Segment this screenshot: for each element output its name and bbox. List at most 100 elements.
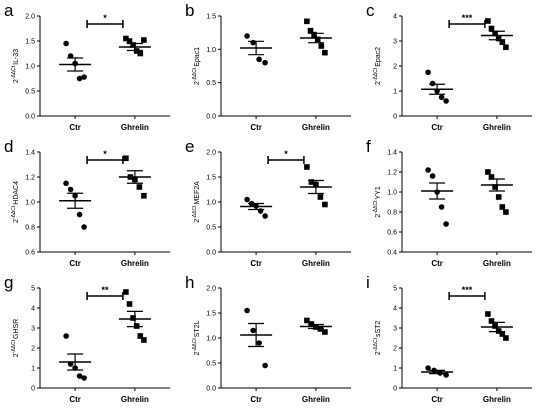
data-point	[438, 204, 445, 210]
y-label-base: 2	[13, 219, 20, 223]
y-tick-label: 0.5	[25, 89, 35, 96]
data-point	[485, 311, 491, 317]
data-point	[130, 42, 136, 48]
panel-letter: d	[4, 137, 13, 156]
y-tick-label: 0.6	[25, 250, 35, 257]
y-tick-label: 1.4	[25, 150, 35, 157]
data-point	[311, 31, 317, 38]
y-axis-label: 2-ΔΔCtIL-33	[11, 49, 20, 83]
data-point	[499, 39, 506, 46]
category-label-ctr: Ctr	[431, 123, 443, 132]
significance-label: *	[103, 149, 107, 159]
data-point	[503, 335, 509, 341]
category-label-ctr: Ctr	[431, 395, 443, 404]
panel-letter: f	[366, 137, 371, 156]
category-label-ghrelin: Ghrelin	[483, 395, 511, 404]
data-point	[136, 184, 143, 190]
panel-letter: i	[366, 273, 370, 292]
data-point	[488, 174, 495, 180]
data-point	[63, 333, 69, 339]
significance-label: ***	[462, 285, 473, 295]
significance-label: ***	[462, 13, 473, 23]
category-label-ghrelin: Ghrelin	[121, 123, 149, 132]
y-tick-label: 0	[393, 114, 397, 121]
y-tick-label: 0.0	[206, 114, 216, 121]
category-label-ghrelin: Ghrelin	[302, 259, 330, 268]
y-tick-label: 1.5	[25, 39, 35, 46]
y-tick-label: 1	[393, 366, 397, 373]
data-point	[262, 362, 268, 369]
data-point	[308, 179, 315, 185]
y-tick-label: 1.0	[206, 200, 216, 207]
data-point	[492, 323, 498, 329]
data-point	[322, 201, 328, 208]
data-point	[63, 40, 69, 47]
category-label-ghrelin: Ghrelin	[483, 259, 511, 268]
data-point	[81, 74, 87, 80]
y-tick-label: 5	[393, 286, 397, 293]
data-point	[488, 318, 495, 324]
y-tick-label: 3	[393, 39, 397, 46]
y-tick-label: 5	[31, 286, 35, 293]
data-point	[499, 204, 506, 210]
y-tick-label: 2	[31, 346, 35, 353]
y-label-gene: YY1	[375, 186, 382, 199]
y-label-exponent: -ΔΔCt	[192, 67, 198, 81]
y-label-gene: GHSR	[13, 319, 20, 339]
category-label-ghrelin: Ghrelin	[302, 123, 330, 132]
y-label-gene: ST2L	[194, 320, 201, 337]
data-point	[485, 169, 491, 175]
significance-label: **	[101, 285, 109, 295]
data-point	[244, 33, 250, 39]
y-label-gene: Epac1	[194, 47, 201, 67]
panel-letter: a	[4, 1, 14, 20]
y-tick-label: 0.5	[206, 80, 216, 87]
data-point	[492, 30, 498, 37]
data-point	[126, 301, 133, 307]
data-point	[262, 213, 268, 219]
y-tick-label: 1.5	[206, 311, 216, 318]
data-point	[141, 337, 147, 343]
data-point	[495, 194, 502, 200]
data-point	[488, 25, 495, 32]
y-tick-label: 1.0	[25, 64, 35, 71]
y-tick-label: 4	[393, 14, 397, 21]
y-tick-label: 1.4	[387, 150, 397, 157]
data-point	[137, 50, 144, 57]
y-label-exponent: -ΔΔCt	[373, 337, 379, 351]
y-tick-label: 0.4	[387, 250, 397, 257]
data-point	[81, 375, 87, 381]
category-label-ghrelin: Ghrelin	[121, 395, 149, 404]
y-label-exponent: -ΔΔCt	[11, 65, 17, 79]
y-tick-label: 4	[31, 306, 35, 313]
y-tick-label: 1.5	[206, 14, 216, 21]
category-label-ctr: Ctr	[69, 395, 81, 404]
y-label-exponent: -ΔΔCt	[11, 205, 17, 219]
data-point	[503, 209, 509, 215]
data-point	[250, 327, 256, 334]
y-axis-label: 2-ΔΔCtsST2	[373, 321, 382, 356]
category-label-ghrelin: Ghrelin	[121, 259, 149, 268]
y-tick-label: 2.0	[206, 150, 216, 157]
y-label-base: 2	[194, 81, 201, 85]
category-label-ctr: Ctr	[250, 395, 262, 404]
data-point	[126, 38, 133, 44]
y-tick-label: 0.5	[206, 225, 216, 232]
y-tick-label: 0.5	[206, 361, 216, 368]
data-point	[425, 167, 431, 173]
y-axis-label: 2-ΔΔCtEpac1	[192, 47, 201, 85]
y-tick-label: 3	[393, 326, 397, 333]
y-tick-label: 1	[31, 366, 35, 373]
y-label-exponent: -ΔΔCt	[11, 339, 17, 353]
panel-letter: e	[185, 137, 194, 156]
y-tick-label: 1.0	[206, 336, 216, 343]
y-tick-label: 2	[393, 346, 397, 353]
data-point	[256, 340, 262, 346]
y-axis-label: 2-ΔΔCtEpac2	[373, 47, 382, 85]
y-tick-label: 0.8	[25, 225, 35, 232]
category-label-ghrelin: Ghrelin	[483, 123, 511, 132]
